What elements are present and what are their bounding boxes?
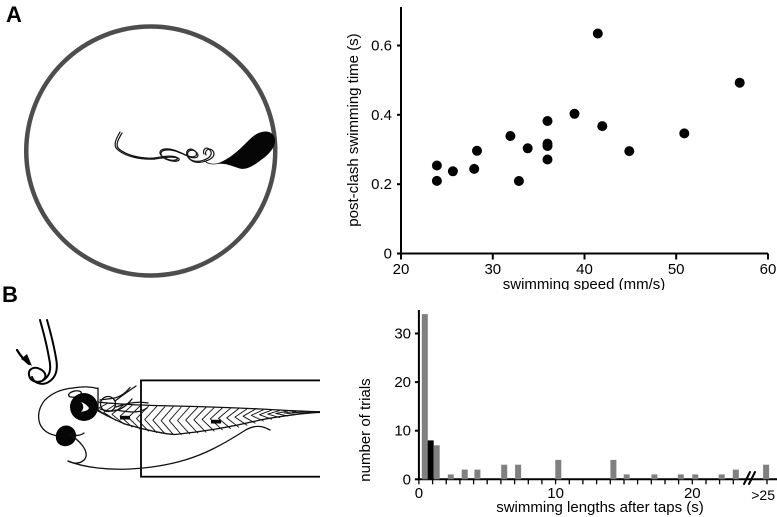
svg-text:20: 20 <box>684 485 701 502</box>
svg-text:20: 20 <box>394 374 411 391</box>
svg-text:10: 10 <box>547 485 564 502</box>
svg-text:50: 50 <box>668 261 685 278</box>
svg-text:post-clash swimming time (s): post-clash swimming time (s) <box>345 33 362 226</box>
svg-text:60: 60 <box>760 261 777 278</box>
svg-text:10: 10 <box>394 423 411 440</box>
svg-text:0.2: 0.2 <box>371 176 392 193</box>
svg-text:>25: >25 <box>751 487 775 503</box>
svg-text:0.6: 0.6 <box>371 38 392 55</box>
svg-text:swimming lengths after taps (s: swimming lengths after taps (s) <box>496 499 704 516</box>
svg-text:20: 20 <box>393 261 410 278</box>
svg-text:0.4: 0.4 <box>371 107 392 124</box>
svg-text:30: 30 <box>484 261 501 278</box>
svg-text:0: 0 <box>415 485 423 502</box>
svg-text:0: 0 <box>384 246 392 263</box>
svg-text:30: 30 <box>394 326 411 343</box>
svg-text:number of trials: number of trials <box>357 378 374 481</box>
svg-text:0: 0 <box>403 471 411 488</box>
